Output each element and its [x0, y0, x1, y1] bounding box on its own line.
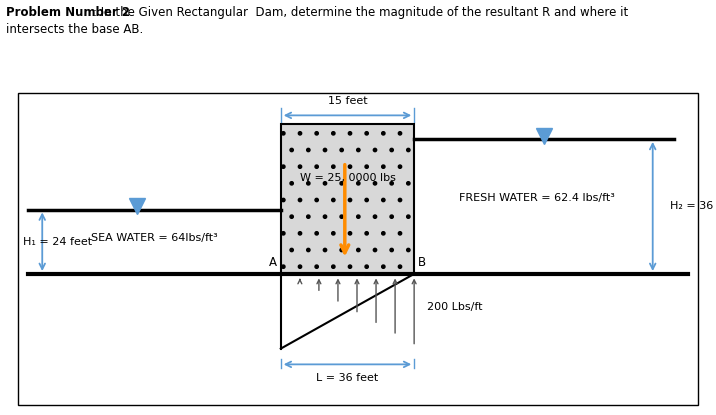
Text: intersects the base AB.: intersects the base AB.: [6, 23, 143, 36]
Text: H₁ = 24 feet: H₁ = 24 feet: [23, 237, 92, 247]
Text: FRESH WATER = 62.4 lbs/ft³: FRESH WATER = 62.4 lbs/ft³: [459, 193, 615, 203]
Text: H₂ = 36 feet: H₂ = 36 feet: [670, 201, 716, 212]
Text: B: B: [418, 256, 427, 269]
Text: 200 Lbs/ft: 200 Lbs/ft: [427, 302, 483, 312]
Text: A: A: [268, 256, 276, 269]
Text: SEA WATER = 64lbs/ft³: SEA WATER = 64lbs/ft³: [91, 232, 218, 243]
Text: W = 25, 0000 lbs: W = 25, 0000 lbs: [299, 173, 395, 183]
Text: : In the Given Rectangular  Dam, determine the magnitude of the resultant R and : : In the Given Rectangular Dam, determin…: [93, 6, 629, 19]
Text: Problem Number 2: Problem Number 2: [6, 6, 130, 19]
Text: 15 feet: 15 feet: [328, 96, 367, 106]
Bar: [281, 124, 414, 274]
Text: L = 36 feet: L = 36 feet: [316, 373, 379, 383]
